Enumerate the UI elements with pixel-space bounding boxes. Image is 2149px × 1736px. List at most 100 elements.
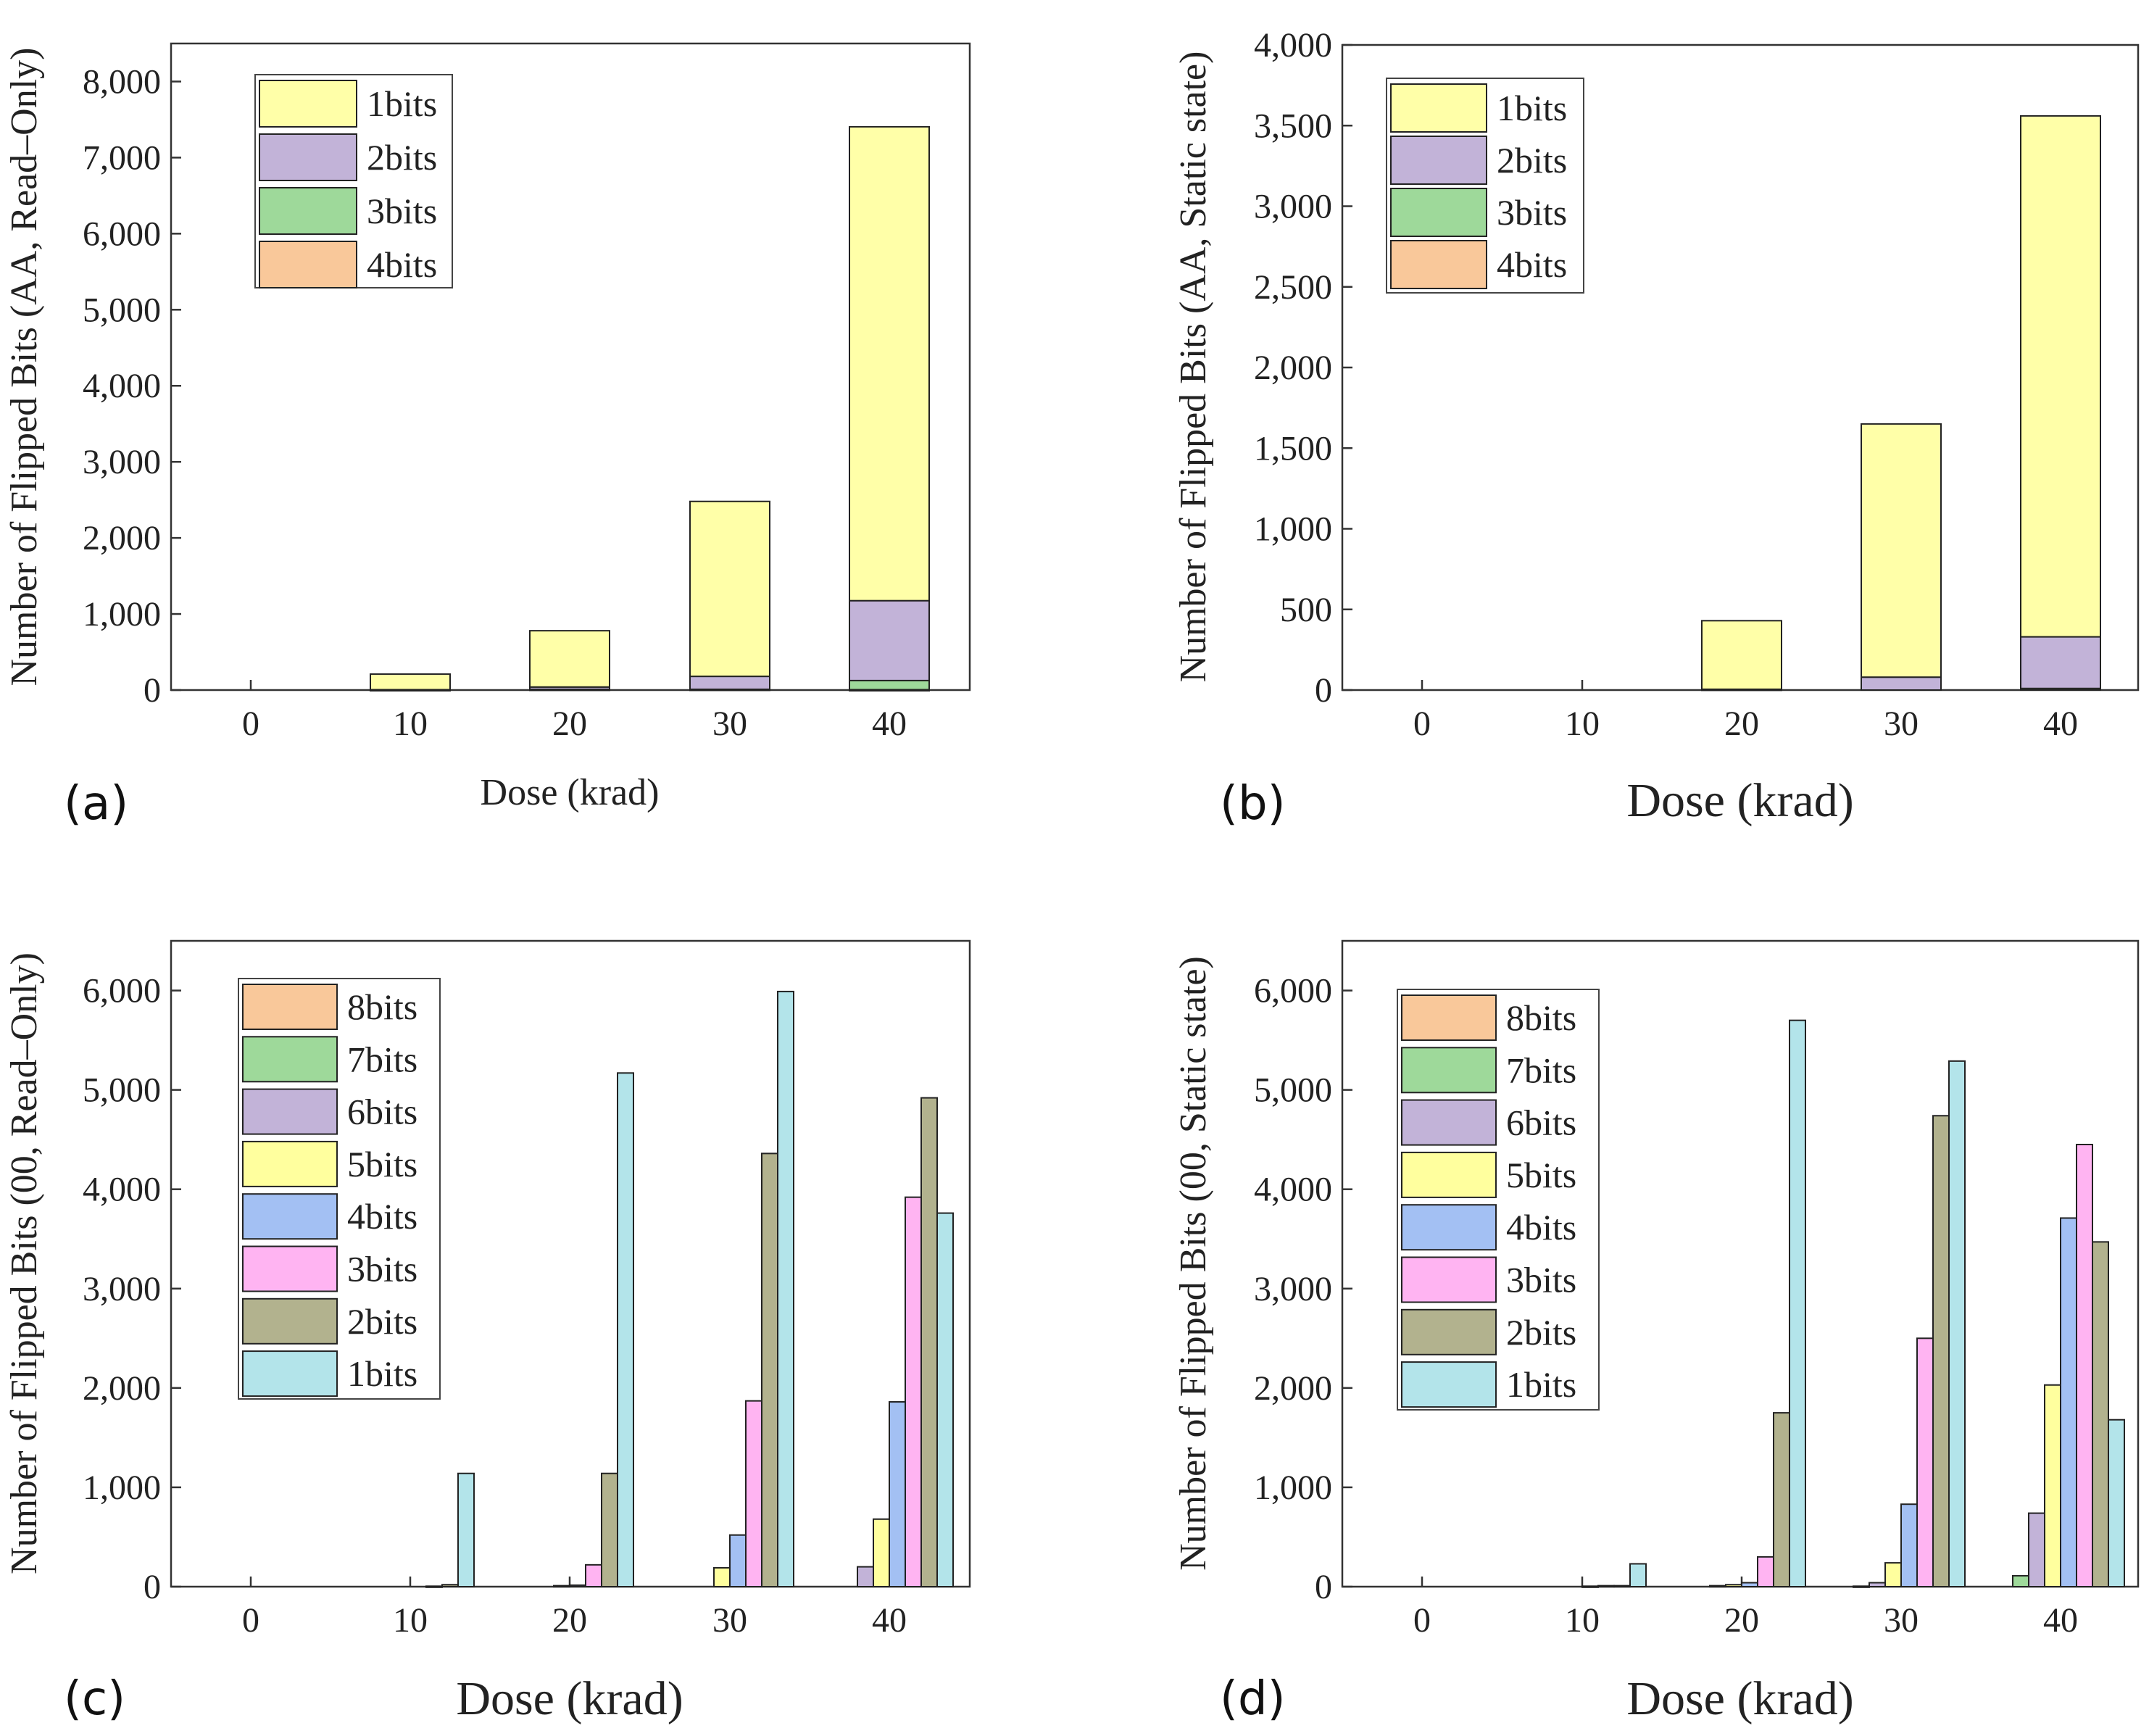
y-tick-label: 0	[1315, 1568, 1332, 1606]
x-tick-label: 40	[872, 705, 907, 743]
bar-1bits-20	[1701, 620, 1782, 690]
bar-1bits-30	[777, 990, 794, 1587]
x-tick-label: 30	[712, 705, 747, 743]
x-tick-label: 40	[2043, 1601, 2078, 1640]
legend-swatch-3bits	[242, 1245, 338, 1292]
y-tick-label: 6,000	[1254, 972, 1332, 1010]
bar-1bits-30	[1948, 1060, 1966, 1587]
bar-2bits-20	[1773, 1412, 1790, 1587]
legend: 1bits 2bits 3bits 4bits	[254, 74, 453, 288]
x-tick-label: 10	[393, 705, 428, 743]
y-tick-label: 5,000	[83, 291, 161, 329]
legend-swatch-3bits	[1401, 1256, 1497, 1303]
legend-swatch-4bits	[1401, 1204, 1497, 1251]
bar-1bits-40	[936, 1212, 954, 1588]
bar-5bits-30	[713, 1566, 731, 1587]
bar-7bits-30	[1853, 1585, 1870, 1588]
bar-1bits-10	[370, 673, 451, 691]
bar-1bits-40	[2108, 1419, 2125, 1588]
legend-label-1bits: 1bits	[1506, 1364, 1576, 1405]
x-tick-label: 20	[552, 705, 587, 743]
y-tick-label: 1,000	[83, 1469, 161, 1507]
legend: 8bits 7bits 6bits 5bits 4bits 3bits 2bits 1bits	[1397, 989, 1600, 1411]
legend-label-6bits: 6bits	[347, 1092, 417, 1132]
legend-label-1bits: 1bits	[367, 83, 437, 124]
bar-6bits-40	[2028, 1512, 2045, 1587]
legend-label-3bits: 3bits	[367, 191, 437, 231]
y-tick-label: 3,000	[1254, 188, 1332, 226]
legend-label-2bits: 2bits	[1506, 1312, 1576, 1353]
x-tick-label: 20	[1724, 1601, 1759, 1640]
x-tick-label: 20	[552, 1601, 587, 1640]
legend-label-6bits: 6bits	[1506, 1102, 1576, 1143]
legend-swatch-2bits	[1390, 136, 1487, 185]
bar-3bits-30	[1916, 1337, 1934, 1588]
legend-swatch-3bits	[259, 187, 357, 235]
legend-label-1bits: 1bits	[1497, 88, 1567, 128]
chart-panel-c: 0 1,000 2,000 3,000 4,000 5,000 6,000 0 10 20 30 40…	[4, 939, 971, 1726]
bar-6bits-40	[857, 1566, 874, 1588]
x-tick-label: 10	[1565, 1601, 1600, 1640]
legend-label-4bits: 4bits	[367, 244, 437, 285]
y-tick-label: 6,000	[83, 215, 161, 253]
bar-2bits-40	[849, 599, 930, 681]
legend-label-2bits: 2bits	[1497, 140, 1567, 180]
bar-2bits-10	[441, 1584, 459, 1588]
legend-swatch-5bits	[1401, 1151, 1497, 1198]
y-tick-label: 4,000	[83, 367, 161, 405]
x-tick-label: 0	[1413, 705, 1431, 743]
bar-1bits-20	[1789, 1019, 1806, 1587]
bar-2bits-30	[761, 1153, 778, 1587]
bar-5bits-30	[1884, 1562, 1902, 1588]
y-tick-label: 1,000	[1254, 510, 1332, 549]
y-tick-label: 2,500	[1254, 268, 1332, 307]
bar-4bits-30	[729, 1534, 747, 1587]
legend-swatch-6bits	[242, 1088, 338, 1135]
legend-swatch-5bits	[242, 1140, 338, 1187]
legend-swatch-8bits	[1401, 994, 1497, 1041]
bar-2bits-40	[920, 1097, 938, 1587]
bar-5bits-40	[2044, 1384, 2061, 1588]
x-tick-label: 40	[872, 1601, 907, 1640]
y-tick-label: 4,000	[1254, 1171, 1332, 1209]
bar-3bits-20	[1757, 1556, 1774, 1588]
bar-3bits-20	[585, 1563, 602, 1587]
bar-3bits-40	[849, 679, 930, 691]
bar-4bits-30	[1900, 1503, 1918, 1587]
legend-swatch-2bits	[1401, 1308, 1497, 1355]
legend-swatch-2bits	[242, 1297, 338, 1345]
legend-label-4bits: 4bits	[1506, 1207, 1576, 1247]
bar-1bits-10	[1629, 1563, 1647, 1588]
bar-1bits-40	[2020, 115, 2101, 638]
bar-3bits-10	[425, 1585, 443, 1588]
bar-3bits-40	[905, 1196, 922, 1587]
bar-1bits-30	[689, 500, 770, 678]
y-axis-title: Number of Flipped Bits (AA, Read–Only)	[4, 47, 45, 686]
y-axis-title: Number of Flipped Bits (00, Read–Only)	[4, 952, 45, 1574]
legend-swatch-1bits	[259, 80, 357, 128]
x-tick-label: 20	[1724, 705, 1759, 743]
legend-swatch-3bits	[1390, 188, 1487, 237]
y-tick-label: 3,000	[83, 443, 161, 481]
y-tick-label: 1,000	[1254, 1469, 1332, 1507]
bar-1bits-10	[457, 1472, 475, 1587]
bar-1bits-40	[849, 125, 930, 602]
y-tick-label: 2,000	[1254, 349, 1332, 387]
legend: 8bits 7bits 6bits 5bits 4bits 3bits 2bits 1bits	[238, 978, 441, 1400]
legend-swatch-7bits	[1401, 1047, 1497, 1094]
bar-2bits-30	[1932, 1115, 1950, 1587]
bar-6bits-20	[1709, 1585, 1726, 1588]
bar-3bits-40	[2076, 1144, 2093, 1587]
panel-label: (c)	[64, 1672, 125, 1726]
x-axis-title: Dose (krad)	[456, 1672, 683, 1725]
legend-swatch-1bits	[1401, 1361, 1497, 1408]
legend-label-4bits: 4bits	[1497, 244, 1567, 285]
x-tick-label: 0	[1413, 1601, 1431, 1640]
y-axis-title: Number of Flipped Bits (AA, Static state…	[1173, 51, 1214, 683]
y-tick-label: 3,000	[83, 1270, 161, 1308]
x-axis-title: Dose (krad)	[1626, 1672, 1853, 1725]
panel-label: (d)	[1220, 1672, 1286, 1726]
bar-1bits-20	[617, 1072, 634, 1587]
chart-panel-a: 0 1,000 2,000 3,000 4,000 5,000 6,000 7,000 8,00…	[4, 42, 971, 831]
